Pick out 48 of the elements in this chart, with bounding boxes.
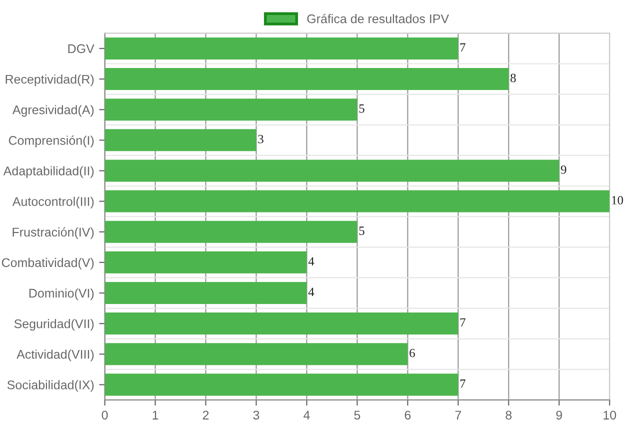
data-label: 4 [308, 257, 314, 266]
bar [104, 160, 560, 182]
data-label: 4 [308, 288, 314, 296]
data-label: 7 [460, 318, 466, 327]
bar [104, 129, 256, 152]
x-tick-label: 10 [604, 410, 616, 420]
x-tick-label: 0 [102, 410, 108, 420]
data-label: 8 [510, 74, 516, 82]
x-tick-label: 2 [202, 410, 209, 420]
bar [104, 343, 408, 366]
x-tick-label: 8 [506, 410, 512, 420]
data-label: 7 [460, 380, 466, 388]
y-tick-label: Adaptabilidad(II) [3, 166, 94, 178]
data-label: 7 [460, 43, 466, 52]
y-tick-label: Actividad(VIII) [16, 350, 94, 362]
y-tick-label: Autocontrol(III) [12, 196, 94, 208]
bar [104, 251, 307, 274]
data-label: 5 [359, 226, 364, 235]
x-tick-label: 9 [556, 410, 562, 420]
x-tick-label: 4 [304, 410, 310, 420]
bar [104, 220, 358, 243]
y-tick-label: Frustración(IV) [12, 227, 94, 240]
data-label: 5 [359, 104, 364, 113]
data-label: 9 [560, 165, 566, 174]
x-tick-label: 6 [404, 410, 411, 420]
y-tick-label: Receptividad(R) [6, 74, 94, 86]
y-tick-label: Combatividad(V) [2, 258, 94, 270]
bar [104, 98, 358, 121]
x-tick-label: 1 [152, 410, 158, 420]
y-tick-label: Agresividad(A) [12, 105, 94, 117]
x-tick-label: 3 [253, 410, 260, 420]
y-tick-label: Dominio(VI) [29, 288, 94, 300]
legend-label: Gráfica de resultados IPV [307, 14, 449, 24]
bar [104, 68, 509, 90]
y-tick-label: Sociabilidad(IX) [7, 380, 94, 392]
bar [104, 282, 307, 304]
x-tick-label: 7 [455, 410, 462, 420]
y-tick-label: DGV [68, 44, 94, 54]
y-tick-label: Comprensión(I) [8, 136, 94, 148]
data-label: 10 [612, 196, 624, 204]
bar [104, 37, 458, 60]
bar [104, 374, 458, 396]
x-tick-label: 5 [354, 410, 360, 420]
bar [104, 190, 610, 212]
y-tick-label: Seguridad(VII) [14, 319, 94, 331]
data-label: 3 [258, 134, 264, 144]
bar [104, 312, 458, 335]
data-label: 6 [410, 348, 415, 358]
